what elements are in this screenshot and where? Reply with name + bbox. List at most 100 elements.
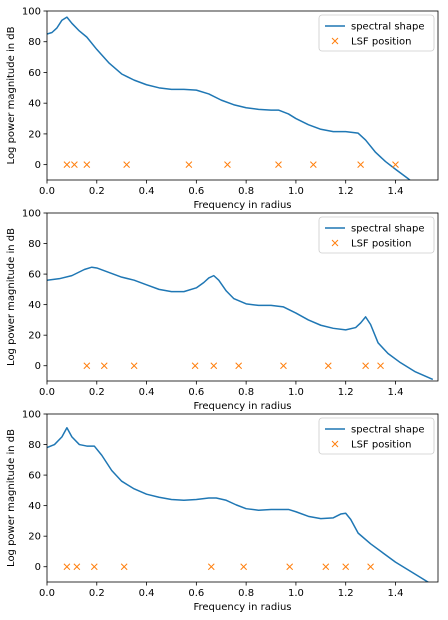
legend-label-lsf-position: LSF position [351, 440, 411, 451]
lsf-marker [240, 563, 247, 571]
lsf-marker [63, 563, 71, 571]
lsf-marker [185, 161, 193, 168]
x-tick-label: 0.4 [139, 186, 155, 197]
y-tick-label: 80 [28, 440, 41, 451]
x-tick-label: 1.4 [388, 588, 404, 599]
x-tick-label: 0.2 [89, 588, 105, 599]
y-tick-label: 0 [35, 361, 41, 372]
legend: spectral shape LSF position [318, 14, 435, 52]
x-tick-label: 0.4 [139, 588, 155, 599]
y-tick-label: 80 [28, 37, 41, 48]
lsf-marker [275, 161, 282, 168]
x-tick-label: 0.0 [39, 588, 55, 599]
x-tick-label: 0.8 [238, 588, 254, 599]
y-tick-label: 40 [28, 99, 41, 110]
x-tick-label: 0.8 [238, 387, 254, 398]
x-tick-label: 1.2 [338, 387, 354, 398]
lsf-marker [235, 362, 243, 370]
legend-label-spectral-shape: spectral shape [351, 425, 425, 436]
lsf-marker [120, 563, 128, 571]
y-tick-label: 100 [22, 410, 41, 421]
y-tick-label: 60 [28, 68, 41, 79]
y-tick-label: 20 [28, 129, 41, 140]
y-tick-label: 100 [22, 7, 41, 18]
x-tick-label: 0.6 [188, 387, 204, 398]
lsf-marker [191, 362, 199, 370]
x-axis-label: Frequency in radius [193, 200, 291, 211]
lsf-marker [309, 161, 317, 168]
x-tick-label: 0.4 [139, 387, 155, 398]
axes-frame [46, 212, 439, 382]
y-tick-label: 40 [28, 300, 41, 311]
y-tick-label: 20 [28, 331, 41, 342]
lsf-marker [342, 563, 350, 571]
lsf-marker [83, 362, 91, 370]
x-tick-label: 0.6 [188, 186, 204, 197]
lsf-marker [207, 563, 215, 571]
subplot-2: 0.0 0.2 0.4 0.6 0.8 1.0 1.2 1.4 0 20 40 60 80 100 Freq… [6, 209, 439, 412]
lsf-marker [224, 161, 231, 168]
lsf-marker [362, 362, 369, 370]
y-tick-label: 100 [22, 209, 41, 220]
x-tick-label: 0.0 [39, 186, 55, 197]
y-tick-label: 0 [35, 562, 41, 573]
x-tick-label: 1.0 [288, 387, 304, 398]
spectral-shape-line [47, 427, 430, 582]
axes-frame [46, 413, 439, 583]
x-tick-label: 0.0 [39, 387, 55, 398]
lsf-marker [392, 161, 399, 168]
y-tick-label: 80 [28, 239, 41, 250]
lsf-marker [63, 161, 71, 168]
subplot-1: 0.0 0.2 0.4 0.6 0.8 1.0 1.2 1.4 0 20 40 60 80 100 Freq… [6, 7, 439, 211]
spectral-shape-line [47, 266, 434, 381]
x-tick-label: 0.2 [89, 186, 105, 197]
y-tick-label: 0 [35, 160, 41, 171]
y-axis-label: Log power magnitude in dB [6, 26, 17, 164]
x-tick-label: 1.4 [388, 186, 404, 197]
x-tick-label: 0.8 [238, 186, 254, 197]
legend-box [318, 216, 435, 254]
lsf-marker [286, 563, 294, 571]
lsf-marker [357, 161, 364, 168]
subplot-3: 0.0 0.2 0.4 0.6 0.8 1.0 1.2 1.4 0 20 40 60 80 100 Freq… [6, 410, 439, 613]
axes-frame [46, 10, 439, 181]
x-tick-label: 0.6 [188, 588, 204, 599]
legend-box [318, 417, 435, 455]
y-tick-label: 20 [28, 532, 41, 543]
legend-marker-swatch [331, 239, 339, 247]
legend-label-spectral-shape: spectral shape [351, 22, 425, 33]
lsf-marker [324, 362, 332, 370]
lsf-marker [280, 362, 287, 370]
legend: spectral shape LSF position [318, 417, 435, 455]
lsf-marker [210, 362, 218, 370]
legend-label-lsf-position: LSF position [351, 239, 411, 250]
lsf-marker [367, 563, 374, 571]
legend-label-spectral-shape: spectral shape [351, 224, 425, 235]
y-tick-label: 60 [28, 270, 41, 281]
x-tick-label: 1.4 [388, 387, 404, 398]
lsf-marker [322, 563, 330, 571]
lsf-marker [90, 563, 98, 571]
x-tick-label: 0.2 [89, 387, 105, 398]
lsf-marker [73, 563, 81, 571]
legend-marker-swatch [331, 440, 339, 448]
legend: spectral shape LSF position [318, 216, 435, 254]
lsf-marker [71, 161, 78, 168]
legend-box [318, 14, 435, 52]
y-tick-label: 60 [28, 471, 41, 482]
legend-marker-swatch [331, 37, 339, 45]
lsf-marker [130, 362, 138, 370]
x-tick-label: 1.0 [288, 588, 304, 599]
x-tick-label: 1.2 [338, 186, 354, 197]
lsf-marker [100, 362, 108, 370]
lsf-marker [83, 161, 91, 168]
x-tick-label: 1.0 [288, 186, 304, 197]
y-axis-label: Log power magnitude in dB [6, 429, 17, 567]
y-tick-label: 40 [28, 501, 41, 512]
y-axis-label: Log power magnitude in dB [6, 228, 17, 366]
legend-label-lsf-position: LSF position [351, 37, 411, 48]
lsf-marker [123, 161, 131, 168]
x-axis-label: Frequency in radius [193, 602, 291, 613]
x-axis-label: Frequency in radius [193, 401, 291, 412]
